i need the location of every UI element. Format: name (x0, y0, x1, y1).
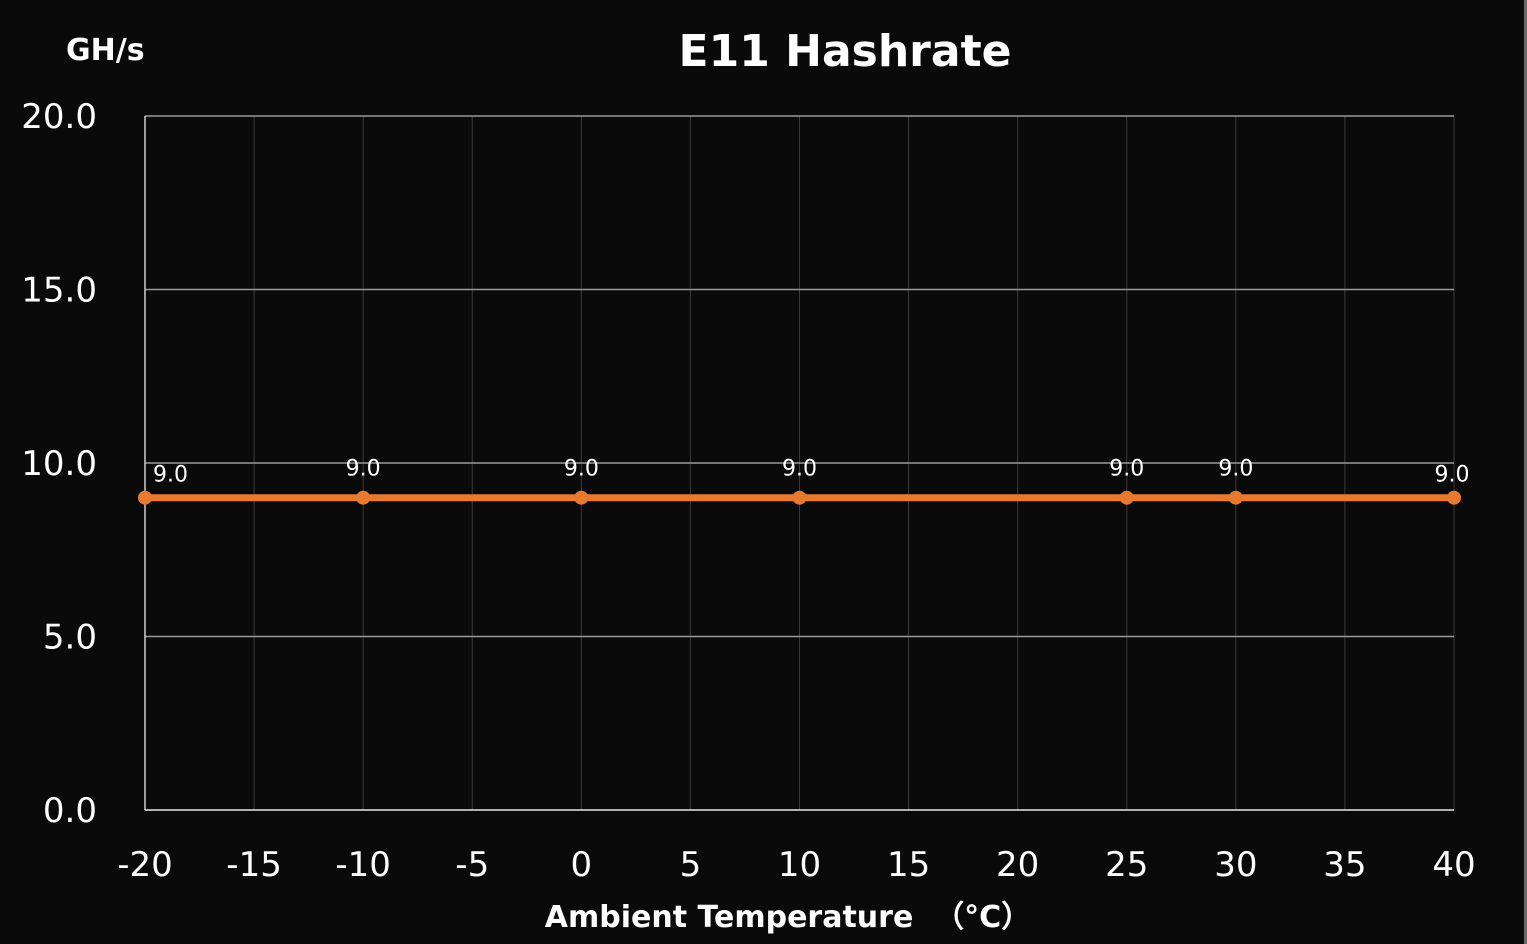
x-tick-label: 30 (1214, 845, 1257, 885)
y-tick-labels: 0.0 5.0 10.0 15.0 20.0 (21, 97, 97, 831)
x-tick-label: -5 (455, 845, 489, 885)
x-tick-label: 40 (1432, 845, 1475, 885)
series-group: 9.0 9.0 9.0 9.0 9.0 9.0 9.0 (138, 457, 1470, 505)
x-tick-label: 15 (887, 845, 930, 885)
x-tick-label: -20 (117, 845, 173, 885)
data-point (138, 490, 152, 505)
x-tick-label: -10 (335, 845, 391, 885)
y-tick-label: 20.0 (21, 97, 97, 137)
side-strip (1524, 0, 1527, 944)
data-label: 9.0 (1109, 457, 1144, 482)
data-label: 9.0 (564, 457, 599, 482)
data-label: 9.0 (153, 463, 188, 488)
y-tick-label: 15.0 (21, 271, 97, 311)
data-point (356, 490, 371, 505)
x-tick-label: 35 (1323, 845, 1366, 885)
data-label: 9.0 (1435, 463, 1470, 488)
y-tick-label: 5.0 (43, 618, 97, 658)
y-unit-label: GH/s (66, 33, 145, 68)
x-axis-label: Ambient Temperature （°C） (545, 900, 1031, 935)
x-tick-label: 5 (680, 845, 702, 885)
x-tick-labels: -20 -15 -10 -5 0 5 10 15 20 25 30 35 40 (117, 845, 1475, 885)
data-point (1447, 490, 1461, 505)
x-tick-label: 20 (996, 845, 1039, 885)
data-point (1119, 490, 1134, 505)
data-point (574, 490, 589, 505)
data-label: 9.0 (1218, 457, 1253, 482)
data-label: 9.0 (782, 457, 817, 482)
x-tick-label: 10 (778, 845, 821, 885)
data-point (792, 490, 807, 505)
x-tick-label: 25 (1105, 845, 1148, 885)
data-point (1228, 490, 1243, 505)
x-tick-label: 0 (571, 845, 593, 885)
data-label: 9.0 (346, 457, 381, 482)
axes (144, 116, 1454, 811)
y-tick-label: 10.0 (21, 444, 97, 484)
x-tick-label: -15 (226, 845, 282, 885)
y-tick-label: 0.0 (43, 791, 97, 831)
chart-title: E11 Hashrate (679, 26, 1012, 77)
